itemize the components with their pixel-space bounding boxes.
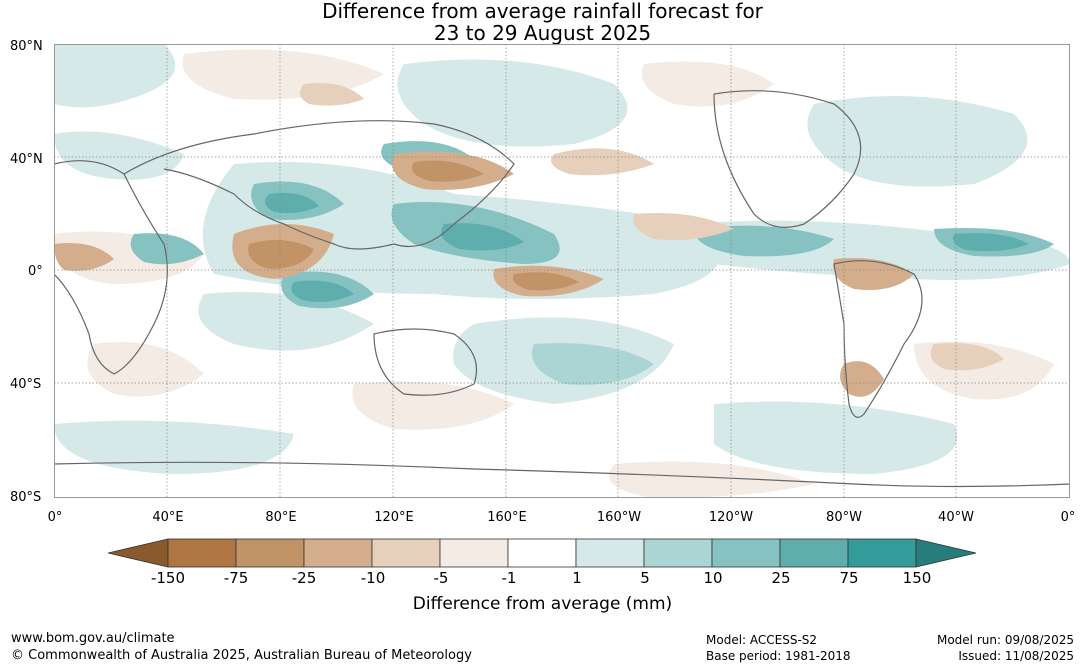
colorbar-label: 75 — [839, 569, 859, 587]
colorbar-swatch — [643, 538, 713, 568]
colorbar-swatch — [371, 538, 441, 568]
colorbar-swatch — [167, 538, 237, 568]
colorbar-swatches — [108, 538, 977, 568]
lon-label-40e: 40°E — [152, 510, 184, 525]
colorbar-swatch — [847, 538, 917, 568]
colorbar-title: Difference from average (mm) — [412, 594, 673, 614]
colorbar-label: 150 — [902, 569, 932, 587]
footer-url[interactable]: www.bom.gov.au/climate — [11, 631, 175, 646]
lon-label-80e: 80°E — [265, 510, 297, 525]
colorbar-label: -1 — [501, 569, 517, 587]
colorbar-swatch — [779, 538, 849, 568]
colorbar — [108, 538, 977, 568]
footer-issued: Issued: 11/08/2025 — [958, 649, 1074, 663]
colorbar-label: 1 — [572, 569, 582, 587]
colorbar-label: -150 — [150, 569, 186, 587]
colorbar-extend-low — [108, 538, 169, 568]
colorbar-swatch — [507, 538, 577, 568]
footer-base-period: Base period: 1981-2018 — [706, 649, 851, 663]
colorbar-swatch — [711, 538, 781, 568]
colorbar-swatch — [439, 538, 509, 568]
lat-label-40s: 40°S — [10, 377, 42, 392]
footer-copyright: © Commonwealth of Australia 2025, Austra… — [11, 648, 472, 663]
lat-label-80s: 80°S — [10, 490, 42, 505]
colorbar-label: 10 — [703, 569, 723, 587]
graticule — [54, 44, 1070, 498]
lon-label-0-east: 0° — [1060, 510, 1076, 525]
lon-label-40w: 40°W — [938, 510, 974, 525]
colorbar-swatch — [235, 538, 305, 568]
footer-model: Model: ACCESS-S2 — [706, 633, 818, 647]
map-frame — [54, 44, 1070, 498]
lon-label-160w: 160°W — [596, 510, 642, 525]
lon-label-80w: 80°W — [826, 510, 862, 525]
colorbar-label: -25 — [291, 569, 317, 587]
lon-label-120e: 120°E — [374, 510, 414, 525]
lat-label-40n: 40°N — [10, 152, 43, 167]
colorbar-label: -10 — [360, 569, 386, 587]
map-title-line1: Difference from average rainfall forecas… — [322, 0, 763, 23]
colorbar-label: 25 — [771, 569, 791, 587]
footer-model-run: Model run: 09/08/2025 — [936, 633, 1074, 647]
colorbar-label: 5 — [640, 569, 650, 587]
rainfall-map — [54, 44, 1070, 498]
colorbar-swatch — [303, 538, 373, 568]
lon-label-120w: 120°W — [708, 510, 754, 525]
colorbar-extend-high — [915, 538, 977, 568]
lon-label-160e: 160°E — [487, 510, 527, 525]
map-title-line2: 23 to 29 August 2025 — [433, 21, 652, 45]
lon-label-0: 0° — [47, 510, 63, 525]
anomaly-fields — [54, 44, 1070, 498]
colorbar-swatch — [575, 538, 645, 568]
lat-label-80n: 80°N — [10, 39, 43, 54]
lat-label-0: 0° — [28, 264, 43, 279]
colorbar-label: -75 — [223, 569, 249, 587]
colorbar-label: -5 — [433, 569, 449, 587]
